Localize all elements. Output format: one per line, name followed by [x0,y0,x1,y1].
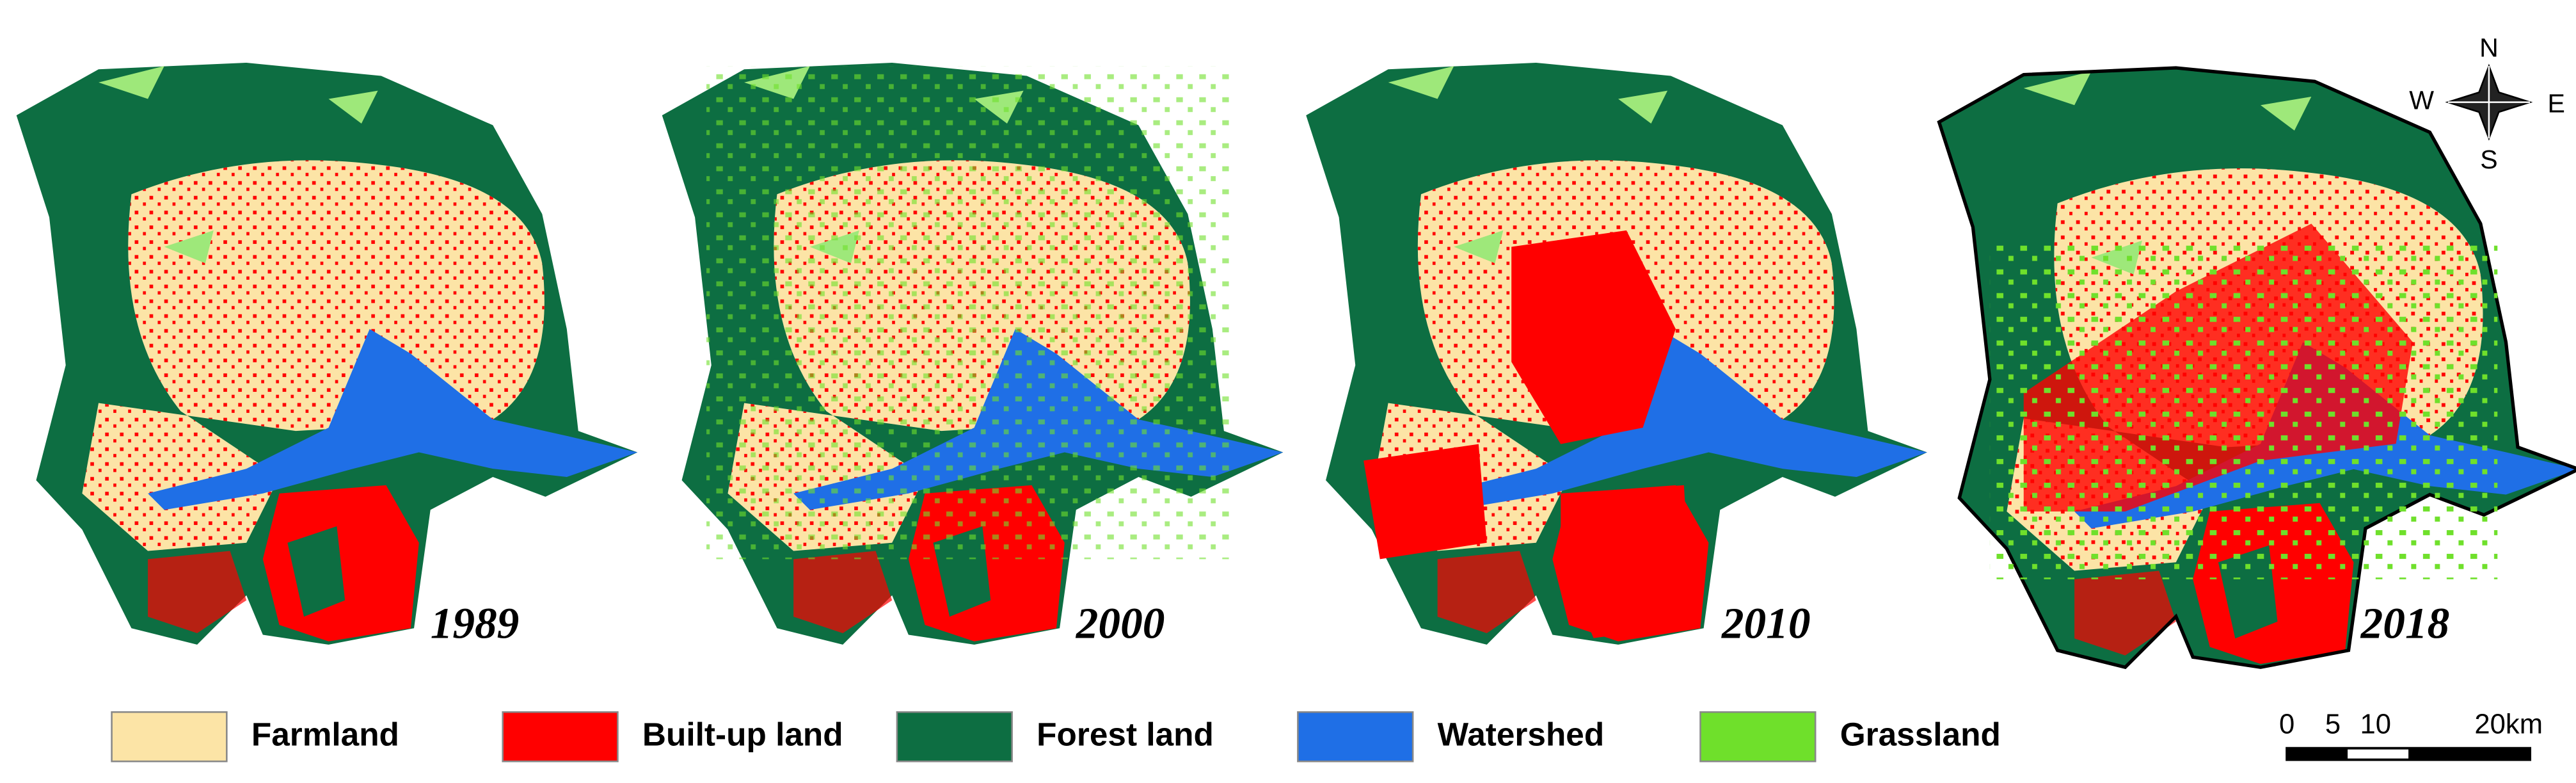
legend-label: Forest land [1037,716,1214,752]
year-label: 2010 [1721,599,1811,648]
legend-label: Grassland [1840,716,2001,752]
compass-n: N [2479,33,2499,62]
map-2018 [1937,66,2576,670]
scale-label: 5 [2325,709,2341,740]
scale-label: 10 [2360,709,2391,740]
legend-label: Farmland [251,716,399,752]
year-label: 2018 [2360,599,2450,648]
scale-label: 20km [2474,709,2543,740]
legend-swatch [896,711,1013,763]
legend-swatch [1699,711,1817,763]
scale-bar [2286,747,2532,761]
legend-swatch [1297,711,1414,763]
scale-label: 0 [2279,709,2294,740]
compass-w: W [2409,85,2434,115]
year-label: 1989 [431,599,520,648]
map-1989 [16,62,638,645]
compass-e: E [2547,89,2564,118]
year-label: 2000 [1076,599,1165,648]
legend-label: Watershed [1438,716,1605,752]
compass [2445,63,2533,141]
map-2000 [662,62,1284,645]
map-2010 [1306,62,1927,645]
compass-s: S [2480,145,2497,174]
legend-label: Built-up land [642,716,843,752]
legend-swatch [111,711,228,763]
legend-swatch [502,711,619,763]
